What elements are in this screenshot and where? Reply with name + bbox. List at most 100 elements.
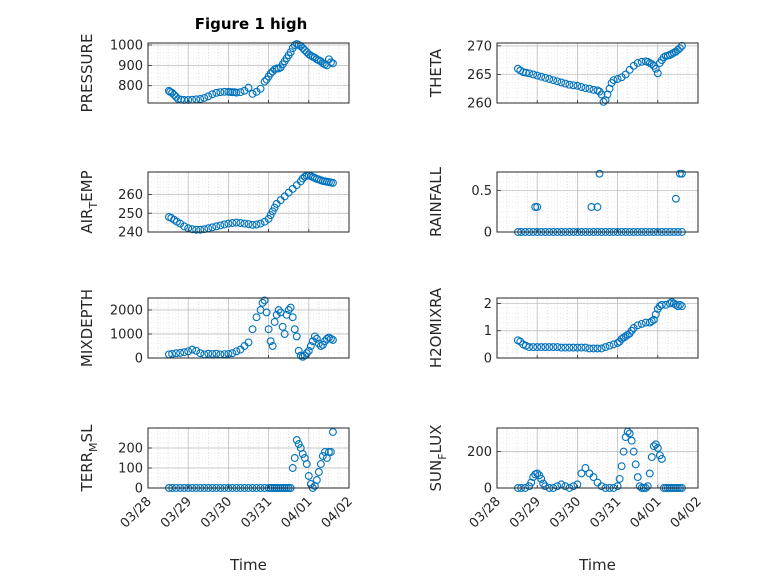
panel-mixdepth-point bbox=[300, 351, 309, 360]
panel-pressure-series bbox=[164, 40, 337, 104]
panel-pressure-point bbox=[236, 88, 245, 97]
panel-h2omixra-point bbox=[613, 339, 622, 347]
panel-pressure-point bbox=[304, 50, 313, 59]
panel-sun-point bbox=[527, 478, 536, 487]
panel-h2omixra-point bbox=[557, 343, 566, 352]
panel-h2omixra-point bbox=[673, 302, 682, 311]
panel-h2omixra-point bbox=[649, 315, 658, 324]
panel-air-point bbox=[192, 225, 201, 234]
panel-mixdepth-point bbox=[322, 334, 331, 343]
panel-h2omixra-point bbox=[533, 343, 542, 352]
panel-h2omixra-point bbox=[597, 344, 606, 353]
panel-air-point bbox=[200, 225, 209, 234]
panel-rainfall-point bbox=[593, 203, 602, 211]
panel-air-point bbox=[266, 211, 275, 220]
panel-theta-point bbox=[599, 97, 608, 106]
panel-air-axes-box bbox=[147, 171, 350, 233]
panel-air-point bbox=[256, 219, 265, 228]
panel-terr-ylabel-main: TERR bbox=[78, 452, 96, 493]
panel-h2omixra-point bbox=[545, 343, 554, 352]
panel-mixdepth-point bbox=[326, 334, 335, 343]
panel-mixdepth-point bbox=[264, 325, 273, 334]
panel-mixdepth-point bbox=[232, 347, 241, 356]
panel-pressure-point bbox=[208, 90, 217, 99]
panel-terr-point bbox=[290, 454, 299, 462]
panel-air-point bbox=[220, 220, 229, 229]
panel-sun-point bbox=[633, 473, 642, 482]
panel-sun-point bbox=[597, 482, 606, 491]
panel-h2omixra: 0 1 2 H2OMIXRA bbox=[427, 287, 699, 368]
panel-terr-xlabel: Time bbox=[229, 556, 267, 574]
panel-sun-point bbox=[541, 482, 550, 491]
panel-h2omixra-axes-box bbox=[496, 297, 699, 359]
panel-sun-ylabel-tail: LUX bbox=[427, 425, 445, 454]
panel-h2omixra-point bbox=[561, 343, 570, 352]
panel-theta: 260 265 270 THETA bbox=[427, 39, 699, 112]
panel-mixdepth-point bbox=[324, 333, 333, 342]
panel-rainfall-point bbox=[595, 169, 604, 178]
panel-h2omixra-point bbox=[601, 343, 610, 352]
panel-theta-ytick-label: 260 bbox=[467, 97, 492, 112]
panel-sun-point bbox=[533, 469, 542, 478]
panel-rainfall: 0 0.5 RAINFALL bbox=[427, 166, 699, 241]
panel-h2omixra-ytick-label: 1 bbox=[484, 324, 492, 339]
panel-terr-point bbox=[292, 436, 301, 444]
panel-sun-axes-box bbox=[496, 427, 699, 489]
panel-terr-ylabel: TERRMSL bbox=[78, 424, 100, 493]
panel-theta-point bbox=[545, 75, 554, 83]
panel-mixdepth-point bbox=[258, 298, 267, 307]
panel-h2omixra-point bbox=[637, 319, 646, 328]
panel-mixdepth-point bbox=[192, 346, 201, 355]
panel-air-series bbox=[164, 171, 337, 234]
panel-sun-point bbox=[657, 454, 666, 463]
panel-mixdepth-point bbox=[328, 336, 337, 344]
panel-sun-point bbox=[553, 482, 562, 491]
panel-mixdepth-point bbox=[290, 325, 299, 334]
panel-terr-ylabel-tail: SL bbox=[78, 424, 96, 443]
panel-mixdepth-point bbox=[188, 345, 197, 354]
panel-h2omixra-point bbox=[651, 310, 660, 319]
panel-h2omixra-point bbox=[619, 333, 628, 342]
panel-sun-point bbox=[613, 482, 622, 491]
panel-pressure-ytick-label: 1000 bbox=[110, 39, 143, 54]
panel-h2omixra-point bbox=[617, 334, 626, 343]
panel-mixdepth-ytick-label: 2000 bbox=[110, 304, 143, 319]
panel-sun-ylabel: SUNFLUX bbox=[427, 425, 449, 492]
panel-theta-point bbox=[625, 65, 634, 74]
panel-air-ytick-label: 240 bbox=[118, 226, 143, 241]
panel-rainfall-ylabel: RAINFALL bbox=[427, 166, 445, 237]
panel-terr-axes-box bbox=[147, 427, 350, 489]
panel-pressure-point bbox=[200, 93, 209, 102]
panel-mixdepth-point bbox=[180, 348, 189, 357]
panel-terr-point bbox=[302, 460, 311, 468]
panel-mixdepth-point bbox=[212, 349, 221, 358]
panel-h2omixra-point bbox=[645, 318, 654, 327]
panel-terr-point bbox=[298, 450, 307, 458]
panel-terr-point bbox=[288, 464, 297, 472]
panel-mixdepth-point bbox=[294, 346, 303, 355]
panel-mixdepth-point bbox=[274, 306, 283, 314]
panel-theta-point bbox=[549, 76, 558, 85]
panel-rainfall-ytick-label: 0 bbox=[484, 226, 492, 241]
panel-sun-point bbox=[581, 464, 590, 472]
panel-mixdepth-point bbox=[204, 349, 213, 358]
panel-terr-point bbox=[314, 468, 323, 476]
panel-terr-point bbox=[304, 472, 313, 480]
panel-sun-point bbox=[617, 462, 626, 471]
panel-mixdepth-point bbox=[292, 332, 301, 341]
panel-mixdepth-point bbox=[168, 349, 177, 358]
panel-air-point bbox=[268, 207, 277, 216]
panel-h2omixra-point bbox=[629, 324, 638, 332]
panel-sun-point bbox=[653, 444, 662, 452]
panel-h2omixra-point bbox=[667, 298, 676, 307]
panel-mixdepth-point bbox=[270, 318, 279, 326]
panel-air-point bbox=[270, 203, 279, 212]
panel-pressure-point bbox=[168, 88, 177, 97]
panel-air-point bbox=[228, 219, 237, 227]
panel-theta-point bbox=[521, 68, 530, 77]
panel-mixdepth-point bbox=[304, 346, 313, 355]
panel-pressure-point bbox=[298, 44, 307, 53]
panel-theta-point bbox=[633, 59, 642, 67]
panel-sun-point bbox=[649, 442, 658, 451]
panel-sun-point bbox=[619, 447, 628, 456]
